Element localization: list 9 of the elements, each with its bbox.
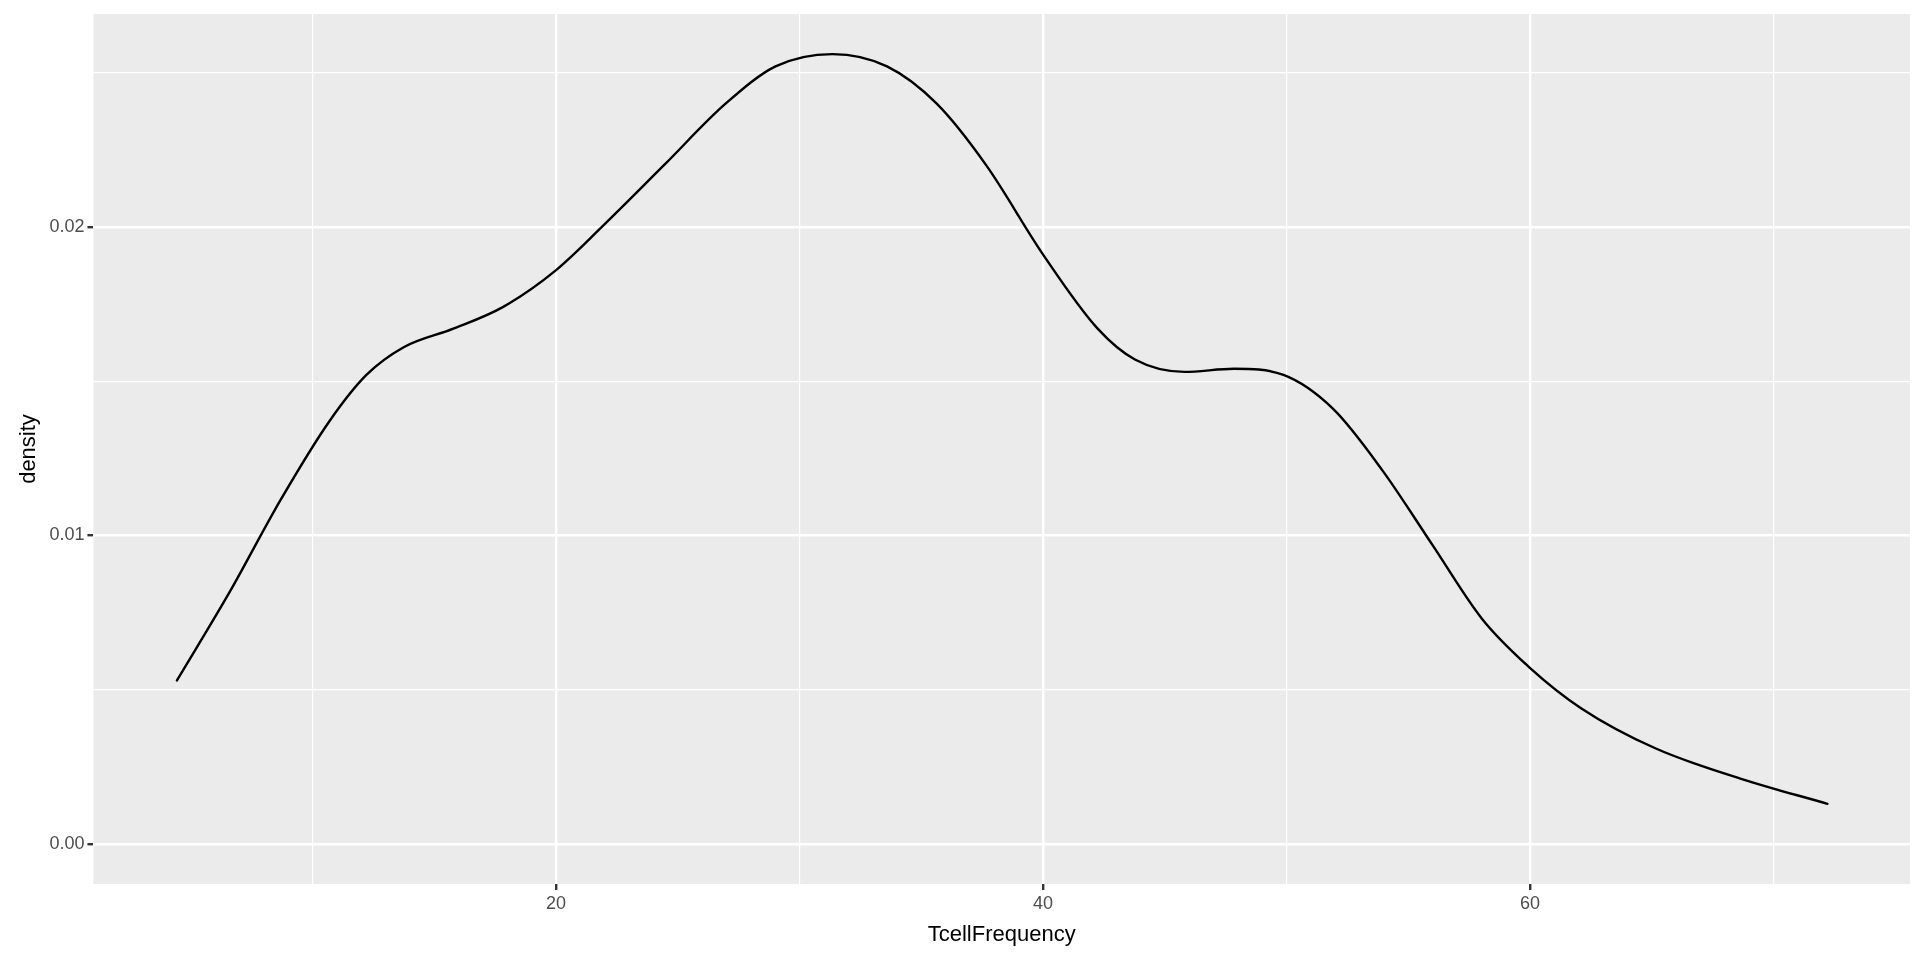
y-tick-label: 0.00 [49, 832, 85, 853]
line-series [175, 52, 1829, 805]
y-tick-label: 0.02 [49, 215, 85, 236]
x-tick-label: 40 [1033, 892, 1054, 913]
x-axis-title: TcellFrequency [927, 920, 1076, 946]
x-tick-label: 60 [1520, 892, 1541, 913]
x-tick-label: 20 [546, 892, 567, 913]
y-axis-title: density [15, 414, 41, 484]
y-tick-label: 0.01 [49, 524, 85, 545]
